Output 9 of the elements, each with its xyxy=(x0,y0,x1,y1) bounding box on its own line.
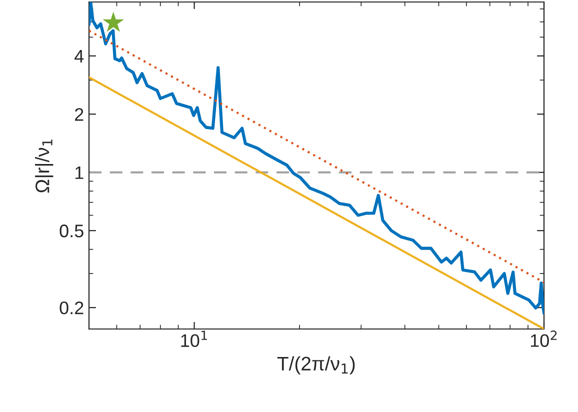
y-tick-label: 2 xyxy=(75,108,84,121)
y-tick-label: 0.5 xyxy=(60,224,84,238)
y-axis-title: Ω|r|/ν$_{1}$ xyxy=(35,140,54,193)
x-axis-title: T/(2π/ν$_{1}$) xyxy=(277,356,355,374)
y-tick-label: 4 xyxy=(74,50,84,62)
x-tick-label: 10$^{1}$ xyxy=(181,330,207,347)
y-tick-label: 0.2 xyxy=(60,302,84,314)
y-tick-label: 1 xyxy=(75,166,84,179)
x-tick-label: 10$^{2}$ xyxy=(530,330,557,347)
